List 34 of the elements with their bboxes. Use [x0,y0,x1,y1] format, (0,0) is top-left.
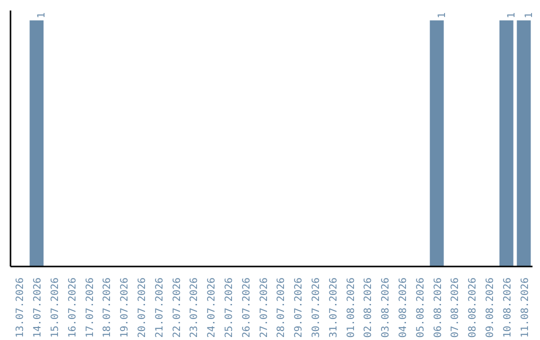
x-tick-label: 24.07.2026 [206,277,218,338]
x-tick-label: 22.07.2026 [172,277,183,338]
data-label: 1 [506,12,518,18]
x-tick-label: 29.07.2026 [294,277,305,338]
data-label: 1 [436,12,448,18]
x-tick-label: 07.08.2026 [450,277,462,338]
x-tick-label: 19.07.2026 [120,277,131,338]
x-tick-label: 01.08.2026 [346,277,357,338]
x-tick-label: 18.07.2026 [102,277,114,338]
x-tick-label: 06.08.2026 [432,277,444,338]
x-tick-label: 02.08.2026 [363,277,374,338]
x-tick-label: 20.07.2026 [137,277,148,338]
x-tick-label: 03.08.2026 [380,277,392,338]
x-tick-label: 10.08.2026 [502,277,514,338]
x-tick-label: 27.07.2026 [258,277,270,338]
x-tick-label: 09.08.2026 [485,277,496,338]
x-tick-label: 13.07.2026 [15,277,26,338]
x-tick-label: 25.07.2026 [224,277,235,338]
x-tick-label: 05.08.2026 [415,277,426,338]
x-tick-label: 30.07.2026 [311,277,322,338]
data-label: 1 [36,12,48,18]
x-tick-label: 28.07.2026 [276,277,288,338]
x-tick-label: 23.07.2026 [189,277,200,338]
x-tick-label: 14.07.2026 [32,277,44,338]
x-tick-label: 31.07.2026 [328,277,340,338]
x-tick-label: 21.07.2026 [154,277,166,338]
data-label: 1 [524,12,535,18]
x-tick-label: 08.08.2026 [468,277,479,338]
x-tick-label: 26.07.2026 [241,277,252,338]
x-tick-label: 16.07.2026 [67,277,78,338]
x-tick-label: 15.07.2026 [50,277,61,338]
x-tick-label: 04.08.2026 [398,277,409,338]
x-tick-label: 17.07.2026 [84,277,96,338]
x-tick-label: 11.08.2026 [520,277,531,338]
